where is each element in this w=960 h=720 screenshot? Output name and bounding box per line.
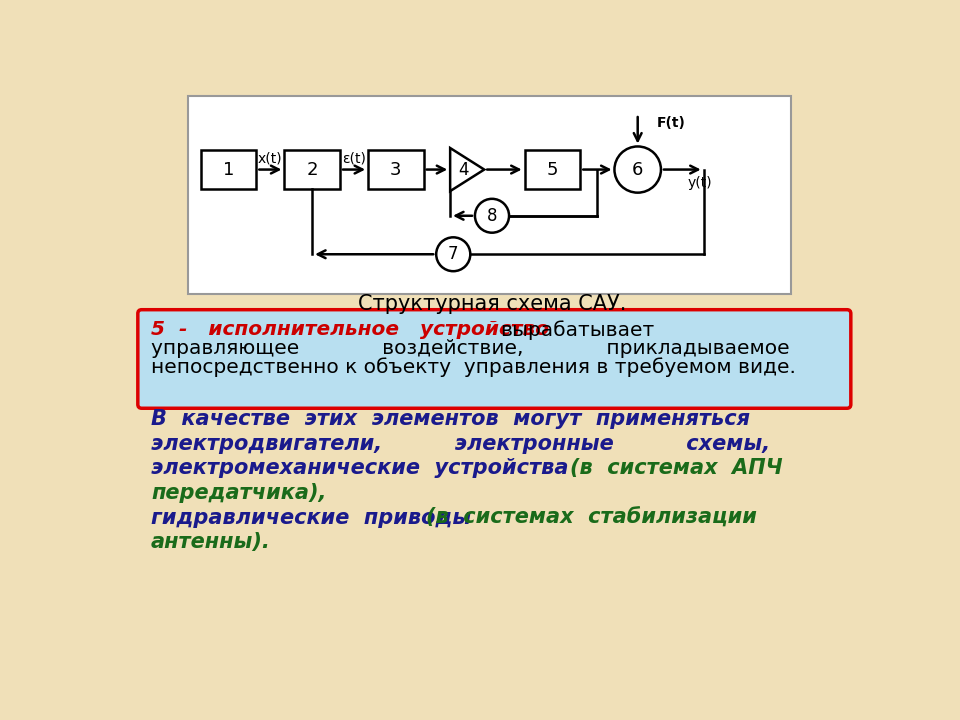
Circle shape <box>614 146 660 193</box>
Text: 6: 6 <box>632 161 643 179</box>
Text: электродвигатели,          электронные          схемы,: электродвигатели, электронные схемы, <box>151 433 770 454</box>
FancyBboxPatch shape <box>138 310 851 408</box>
Text: вырабатывает: вырабатывает <box>500 320 654 340</box>
Text: ε(t): ε(t) <box>342 152 366 166</box>
Text: Структурная схема САУ.: Структурная схема САУ. <box>358 294 626 315</box>
Text: 1: 1 <box>223 161 234 179</box>
Text: электромеханические  устройства: электромеханические устройства <box>151 459 583 478</box>
Text: F(t): F(t) <box>657 117 685 130</box>
Text: 2: 2 <box>306 161 318 179</box>
Text: управляющее             воздействие,             прикладываемое: управляющее воздействие, прикладываемое <box>151 338 790 358</box>
Text: (в  системах  АПЧ: (в системах АПЧ <box>569 459 782 478</box>
Text: 5: 5 <box>546 161 558 179</box>
FancyBboxPatch shape <box>524 150 581 189</box>
FancyBboxPatch shape <box>201 150 256 189</box>
Text: передатчика),: передатчика), <box>151 483 326 503</box>
Text: x(t): x(t) <box>258 152 282 166</box>
Text: В  качестве  этих  элементов  могут  применяться: В качестве этих элементов могут применят… <box>151 409 750 429</box>
Polygon shape <box>450 148 484 191</box>
FancyBboxPatch shape <box>368 150 423 189</box>
Text: гидравлические  приводы: гидравлические приводы <box>151 508 486 528</box>
Text: антенны).: антенны). <box>151 532 271 552</box>
Circle shape <box>436 238 470 271</box>
Text: непосредственно к объекту  управления в требуемом виде.: непосредственно к объекту управления в т… <box>151 357 796 377</box>
Text: 5  -   исполнительное   устройство: 5 - исполнительное устройство <box>151 320 549 339</box>
Text: (в  системах  стабилизации: (в системах стабилизации <box>426 508 757 528</box>
Circle shape <box>475 199 509 233</box>
Text: y(t): y(t) <box>687 176 712 190</box>
FancyBboxPatch shape <box>188 96 791 294</box>
Text: 7: 7 <box>448 246 459 264</box>
Text: 8: 8 <box>487 207 497 225</box>
Text: 3: 3 <box>390 161 401 179</box>
FancyBboxPatch shape <box>284 150 340 189</box>
Text: 4: 4 <box>458 161 468 179</box>
